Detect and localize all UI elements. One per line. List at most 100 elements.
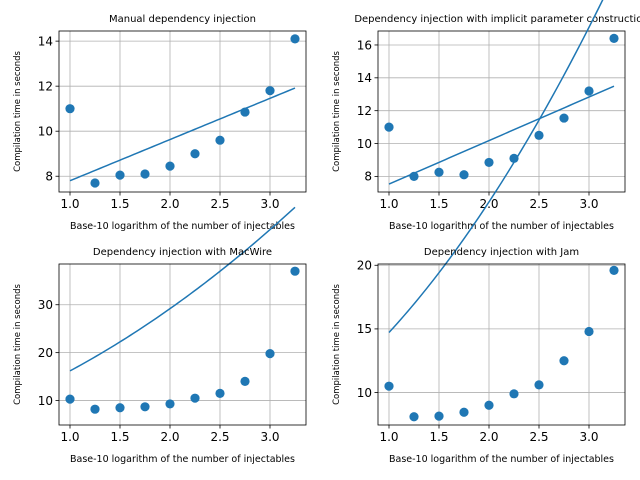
chart-title: Dependency injection with Jam	[424, 247, 579, 258]
y-tick-label: 14	[357, 71, 372, 85]
x-tick-label: 1.0	[379, 430, 398, 444]
data-point	[384, 122, 394, 132]
y-axis-label: Compilation time in seconds	[13, 51, 23, 172]
axes-frame	[377, 30, 626, 193]
y-tick-label: 8	[364, 170, 372, 184]
x-tick-label: 1.5	[110, 197, 129, 211]
data-point	[65, 104, 75, 114]
data-point	[534, 380, 544, 390]
data-point	[165, 161, 175, 171]
y-tick-label: 14	[38, 34, 53, 48]
y-axis-label: Compilation time in seconds	[13, 284, 23, 405]
data-point	[584, 86, 594, 96]
y-tick-label: 10	[357, 137, 372, 151]
x-tick-label: 2.0	[479, 430, 498, 444]
subplot-macwire-di: 1.0 1.5 2.0 2.5 3.0 10 20 30 Dependency injectio…	[13, 206, 307, 465]
data-point	[190, 149, 200, 159]
data-point	[384, 381, 394, 391]
data-point	[409, 171, 419, 181]
subplot-jam-di: 1.0 1.5 2.0 2.5 3.0 10 15 20 Dependency injectio…	[332, 0, 626, 465]
y-tick-label: 20	[357, 259, 372, 273]
x-tick-label: 2.5	[210, 430, 229, 444]
x-axis-label: Base-10 logarithm of the number of injec…	[70, 221, 295, 232]
y-axis-label: Compilation time in seconds	[332, 51, 342, 172]
data-point	[140, 169, 150, 179]
x-axis-label: Base-10 logarithm of the number of injec…	[70, 454, 295, 465]
y-tick-label: 10	[357, 386, 372, 400]
y-axis-label: Compilation time in seconds	[332, 284, 342, 405]
data-point	[434, 167, 444, 177]
x-axis-label: Base-10 logarithm of the number of injec…	[389, 454, 614, 465]
data-point	[509, 153, 519, 163]
chart-title: Dependency injection with MacWire	[93, 247, 272, 258]
chart-title: Dependency injection with implicit param…	[354, 14, 640, 25]
y-tick-label: 15	[357, 322, 372, 336]
y-tick-label: 10	[38, 125, 53, 139]
subplot-manual-di: 1.0 1.5 2.0 2.5 3.0 8 10 12 14 Manual dependency …	[13, 14, 307, 232]
axes-frame	[58, 30, 307, 193]
data-point	[434, 411, 444, 421]
axes-frame	[377, 263, 626, 426]
data-point	[240, 376, 250, 386]
axes-frame	[58, 263, 307, 426]
data-point	[484, 400, 494, 410]
data-point	[115, 170, 125, 180]
y-tick-label: 30	[38, 298, 53, 312]
y-tick-label: 12	[357, 104, 372, 118]
fit-line	[69, 87, 296, 182]
data-point	[165, 399, 175, 409]
x-tick-label: 2.0	[160, 197, 179, 211]
x-tick-label: 3.0	[579, 430, 598, 444]
x-tick-label: 2.5	[529, 197, 548, 211]
data-point	[65, 394, 75, 404]
data-point	[584, 326, 594, 337]
data-point	[190, 393, 200, 403]
x-tick-label: 1.5	[110, 430, 129, 444]
data-point	[240, 107, 250, 117]
data-point	[609, 265, 619, 275]
data-point	[140, 402, 150, 412]
data-point	[459, 170, 469, 180]
y-tick-label: 20	[38, 346, 53, 360]
x-axis-label: Base-10 logarithm of the number of injec…	[389, 221, 614, 232]
data-point	[609, 33, 619, 43]
x-tick-label: 1.0	[379, 197, 398, 211]
data-point	[534, 130, 544, 140]
data-point	[90, 404, 100, 414]
data-point	[215, 135, 225, 145]
y-tick-label: 12	[38, 79, 53, 93]
x-tick-label: 3.0	[579, 197, 598, 211]
x-tick-label: 2.5	[529, 430, 548, 444]
data-point	[215, 388, 225, 398]
x-tick-label: 1.5	[429, 197, 448, 211]
chart-title: Manual dependency injection	[109, 14, 256, 25]
data-point	[484, 157, 494, 168]
data-point	[559, 113, 569, 123]
x-tick-label: 1.5	[429, 430, 448, 444]
x-tick-label: 2.0	[160, 430, 179, 444]
fit-line	[388, 0, 604, 333]
subplot-implicit-parameter-di: 1.0 1.5 2.0 2.5 3.0 8 10 12 14 16 Dependency injec…	[332, 14, 640, 232]
y-tick-label: 8	[45, 170, 53, 184]
data-point	[90, 178, 100, 188]
data-point	[559, 356, 569, 366]
x-tick-label: 1.0	[60, 430, 79, 444]
data-point	[265, 349, 275, 359]
data-point	[290, 34, 300, 44]
fit-line	[69, 206, 296, 372]
x-tick-label: 3.0	[260, 197, 279, 211]
data-point	[265, 86, 275, 96]
fit-line	[388, 85, 615, 185]
x-tick-label: 2.5	[210, 197, 229, 211]
data-point	[115, 403, 125, 413]
x-tick-label: 2.0	[479, 197, 498, 211]
y-tick-label: 10	[38, 394, 53, 408]
data-point	[409, 412, 419, 422]
data-point	[509, 389, 519, 399]
y-tick-label: 16	[357, 38, 372, 52]
data-point	[290, 266, 300, 276]
data-point	[459, 407, 469, 417]
x-tick-label: 3.0	[260, 430, 279, 444]
x-tick-label: 1.0	[60, 197, 79, 211]
